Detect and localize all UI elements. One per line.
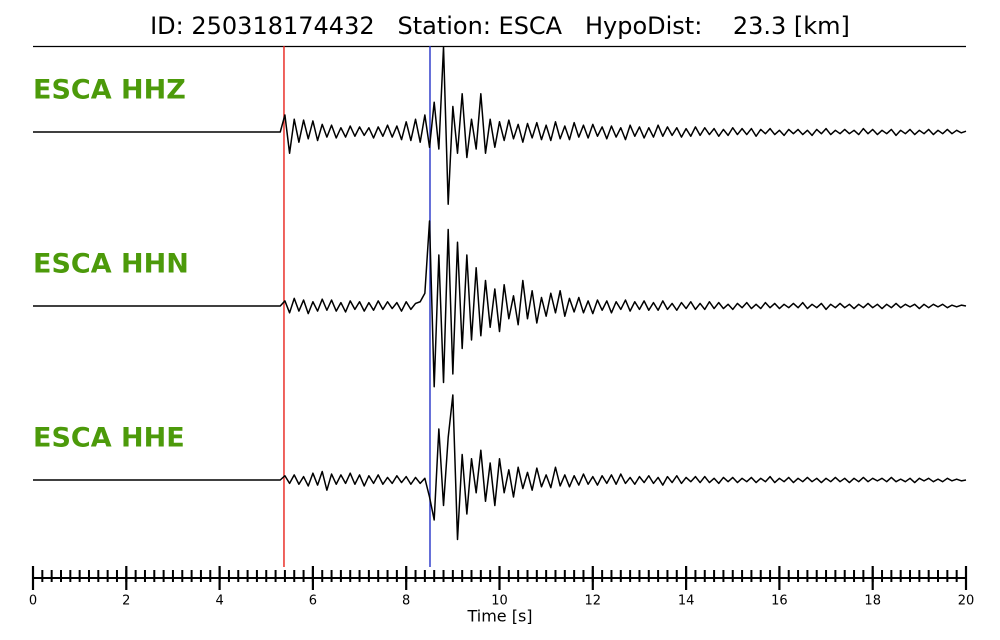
x-tick-label: 18 (864, 594, 881, 609)
x-tick-label: 2 (122, 594, 130, 609)
trace (33, 220, 967, 388)
x-tick-label: 16 (771, 594, 788, 609)
x-tick-label: 12 (585, 594, 602, 609)
trace (33, 46, 967, 205)
x-tick-label: 4 (215, 594, 223, 609)
x-tick-label: 6 (309, 594, 317, 609)
channel-label: ESCA HHZ (33, 75, 186, 106)
x-tick-label: 10 (491, 594, 508, 609)
trace (33, 394, 967, 541)
x-tick-label: 0 (29, 594, 37, 609)
chart-title: ID: 250318174432 Station: ESCA HypoDist:… (150, 12, 850, 40)
x-tick-label: 20 (958, 594, 975, 609)
x-axis-label: Time [s] (466, 607, 532, 626)
x-tick-label: 14 (678, 594, 695, 609)
channel-label: ESCA HHE (33, 423, 185, 454)
channel-label: ESCA HHN (33, 249, 189, 280)
x-tick-label: 8 (402, 594, 410, 609)
